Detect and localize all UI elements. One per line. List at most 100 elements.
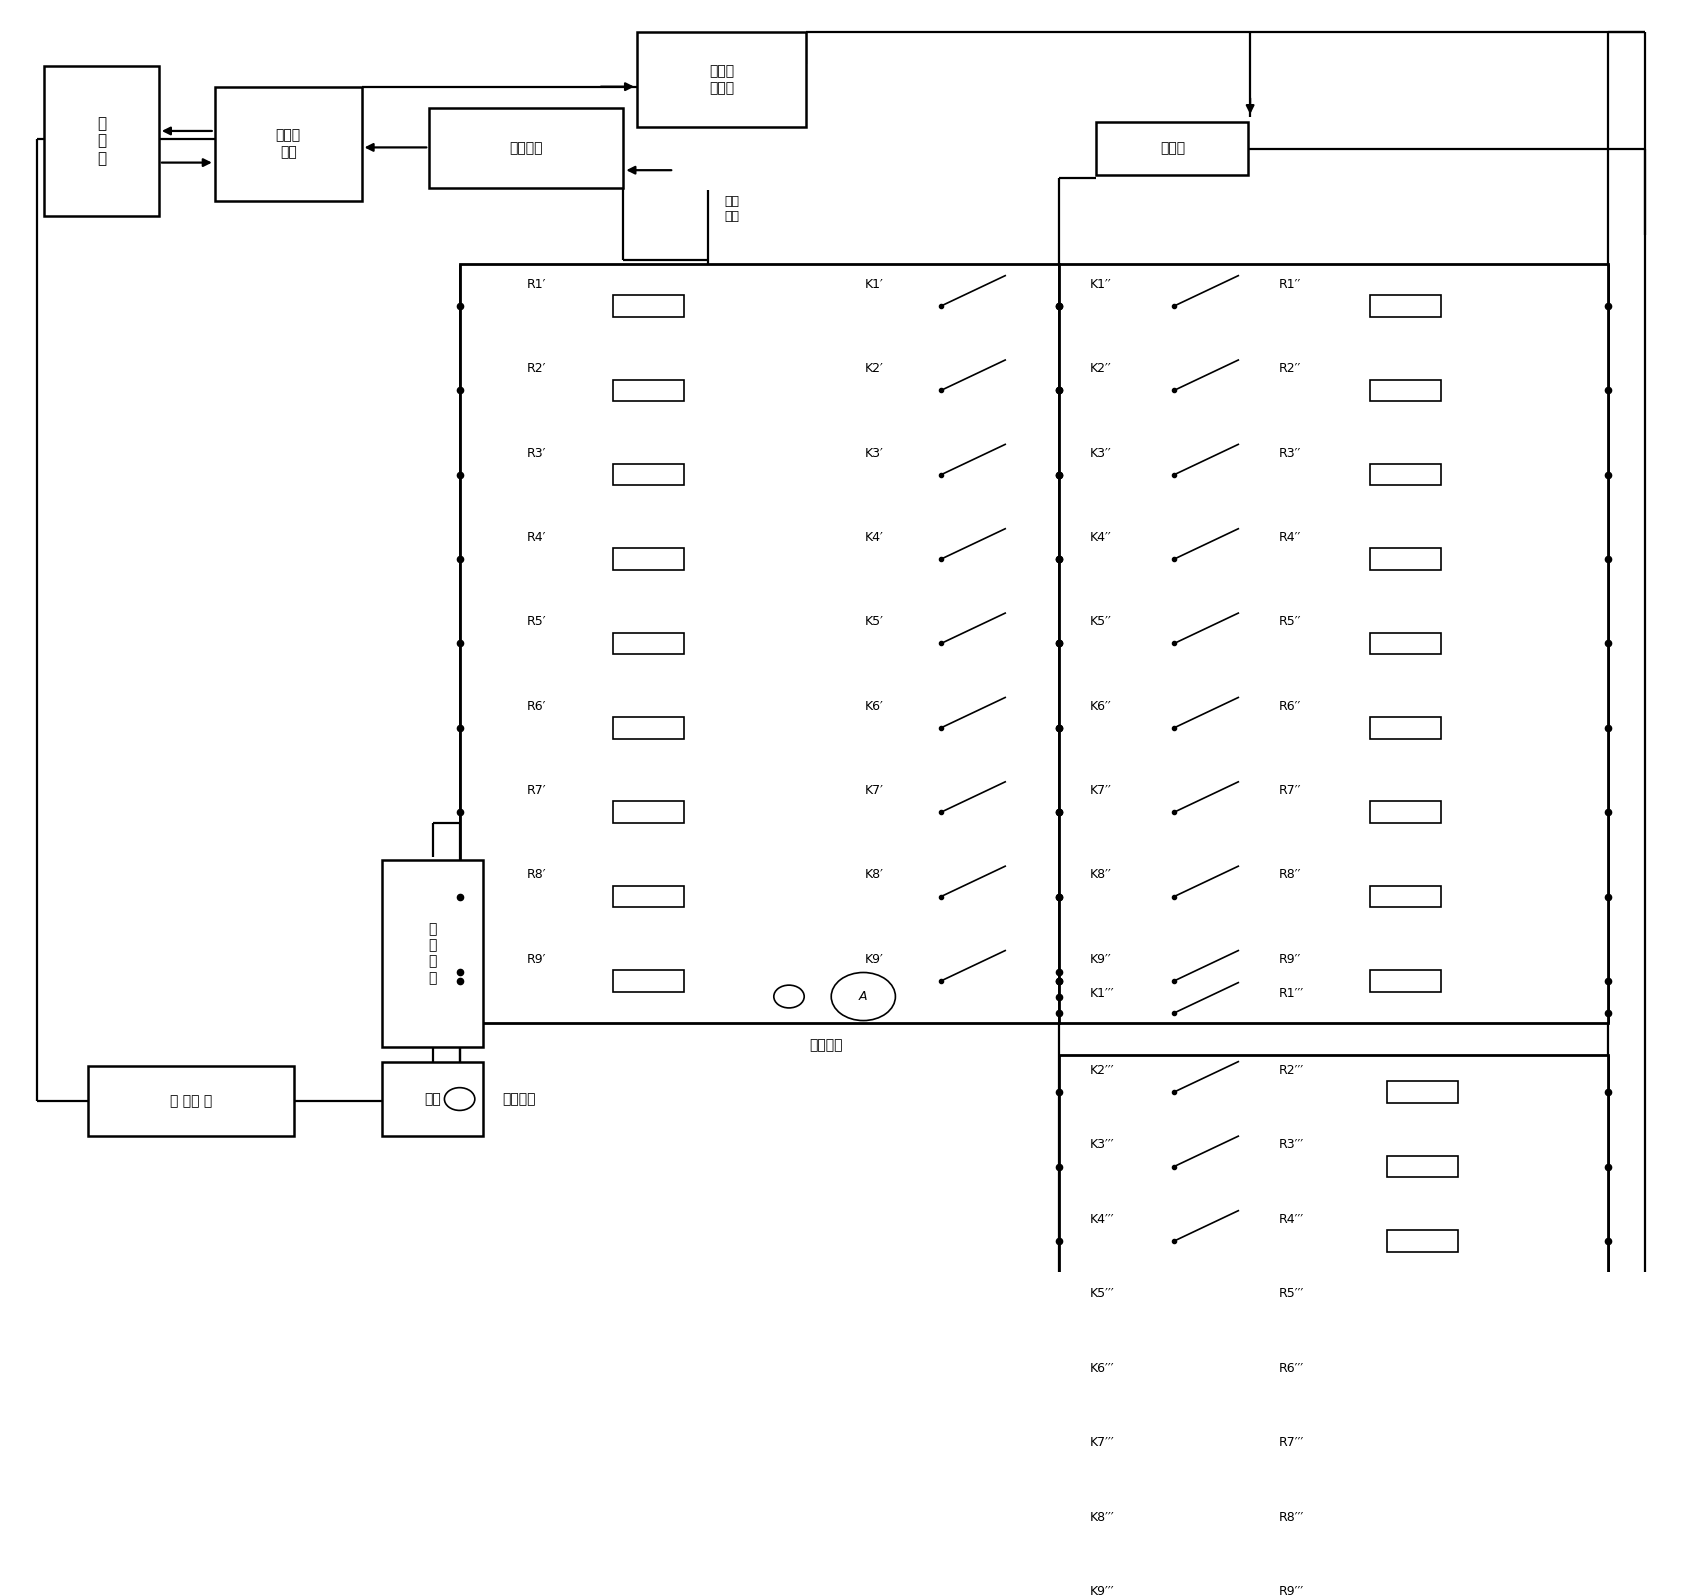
Text: K4′′: K4′′	[1090, 531, 1112, 544]
Bar	[613, 970, 685, 991]
Text: K2′: K2′	[865, 362, 884, 375]
Text: K7′′′: K7′′′	[1090, 1436, 1114, 1449]
Text: R6′′: R6′′	[1279, 699, 1301, 713]
Text: R5′′: R5′′	[1279, 616, 1301, 629]
Bar	[1369, 970, 1441, 991]
Bar	[1369, 380, 1441, 401]
Text: K7′: K7′	[865, 784, 884, 796]
Text: R4′′: R4′′	[1279, 531, 1301, 544]
Text: 信号处理: 信号处理	[509, 140, 543, 155]
Bar	[1369, 801, 1441, 824]
Text: R7′: R7′	[528, 784, 547, 796]
Text: K4′′′: K4′′′	[1090, 1213, 1114, 1226]
Text: R2′′: R2′′	[1279, 362, 1301, 375]
Text: R3′: R3′	[528, 447, 547, 460]
Bar	[1369, 549, 1441, 570]
Text: R5′: R5′	[528, 616, 547, 629]
Text: 继电器: 继电器	[1160, 142, 1185, 156]
Text: R9′′′: R9′′′	[1279, 1585, 1304, 1596]
Bar	[381, 860, 484, 1047]
Bar	[613, 632, 685, 654]
Text: R7′′: R7′′	[1279, 784, 1301, 796]
Bar	[460, 263, 1059, 1023]
Text: R2′: R2′	[528, 362, 547, 375]
Text: K2′′′: K2′′′	[1090, 1065, 1114, 1077]
Text: K1′: K1′	[865, 278, 884, 290]
Bar	[1386, 1080, 1458, 1103]
Text: R3′′: R3′′	[1279, 447, 1301, 460]
Bar	[613, 380, 685, 401]
Bar	[613, 549, 685, 570]
Text: R4′: R4′	[528, 531, 547, 544]
Text: K4′: K4′	[865, 531, 884, 544]
Text: 信号
输出: 信号 输出	[725, 195, 739, 223]
Text: R7′′′: R7′′′	[1279, 1436, 1304, 1449]
Bar	[1369, 886, 1441, 907]
Text: R6′′′: R6′′′	[1279, 1361, 1304, 1374]
Bar	[637, 32, 806, 128]
Text: R1′: R1′	[528, 278, 547, 290]
Bar	[613, 801, 685, 824]
Text: 信号采
集卡: 信号采 集卡	[276, 129, 301, 158]
Text: R5′′′: R5′′′	[1279, 1288, 1304, 1301]
Text: R8′′: R8′′	[1279, 868, 1301, 881]
Text: R2′′′: R2′′′	[1279, 1065, 1304, 1077]
Text: K8′′′: K8′′′	[1090, 1511, 1114, 1524]
Text: R1′′′: R1′′′	[1279, 988, 1304, 1001]
Text: K7′′: K7′′	[1090, 784, 1112, 796]
Bar	[1059, 1055, 1608, 1596]
Bar	[381, 1063, 484, 1136]
Bar	[89, 1066, 295, 1136]
Bar	[1097, 123, 1248, 176]
Text: K1′′: K1′′	[1090, 278, 1112, 290]
Bar	[1369, 464, 1441, 485]
Text: R8′′′: R8′′′	[1279, 1511, 1304, 1524]
Bar	[1369, 632, 1441, 654]
Text: K8′′: K8′′	[1090, 868, 1112, 881]
Text: K2′′: K2′′	[1090, 362, 1112, 375]
Text: K5′: K5′	[865, 616, 884, 629]
Text: 红接线柱: 红接线柱	[809, 1039, 843, 1052]
Bar	[1386, 1454, 1458, 1475]
Bar	[1386, 1156, 1458, 1178]
Text: － 电源 ＋: － 电源 ＋	[170, 1093, 213, 1108]
Text: －
电
瓶
＋: － 电 瓶 ＋	[429, 922, 436, 985]
Text: 控制信
号放大: 控制信 号放大	[708, 64, 734, 94]
Text: A: A	[858, 990, 867, 1002]
Text: K9′: K9′	[865, 953, 884, 966]
Bar	[429, 109, 623, 188]
Bar	[1369, 295, 1441, 316]
Text: R4′′′: R4′′′	[1279, 1213, 1304, 1226]
Text: K6′: K6′	[865, 699, 884, 713]
Text: K9′′′: K9′′′	[1090, 1585, 1114, 1596]
Bar	[1386, 1306, 1458, 1326]
Bar	[613, 295, 685, 316]
Text: K9′′: K9′′	[1090, 953, 1112, 966]
Text: K5′′′: K5′′′	[1090, 1288, 1114, 1301]
Text: 电机: 电机	[424, 1092, 441, 1106]
Text: K1′′′: K1′′′	[1090, 988, 1114, 1001]
Bar	[1059, 263, 1608, 1023]
Bar	[215, 86, 361, 201]
Bar	[1386, 1231, 1458, 1251]
Text: R1′′: R1′′	[1279, 278, 1301, 290]
Bar	[1386, 1379, 1458, 1401]
Text: R9′: R9′	[528, 953, 547, 966]
Text: 计
算
机: 计 算 机	[97, 117, 106, 166]
Text: 黑接线柱: 黑接线柱	[502, 1092, 535, 1106]
Bar	[44, 67, 158, 215]
Text: R9′′: R9′′	[1279, 953, 1301, 966]
Text: K3′′: K3′′	[1090, 447, 1112, 460]
Text: K3′′′: K3′′′	[1090, 1138, 1114, 1151]
Bar	[1386, 1529, 1458, 1550]
Bar	[613, 717, 685, 739]
Text: K8′: K8′	[865, 868, 884, 881]
Text: K5′′: K5′′	[1090, 616, 1112, 629]
Text: K6′′: K6′′	[1090, 699, 1112, 713]
Text: R6′: R6′	[528, 699, 547, 713]
Text: R3′′′: R3′′′	[1279, 1138, 1304, 1151]
Bar	[613, 464, 685, 485]
Bar	[613, 886, 685, 907]
Text: R8′: R8′	[528, 868, 547, 881]
Bar	[1369, 717, 1441, 739]
